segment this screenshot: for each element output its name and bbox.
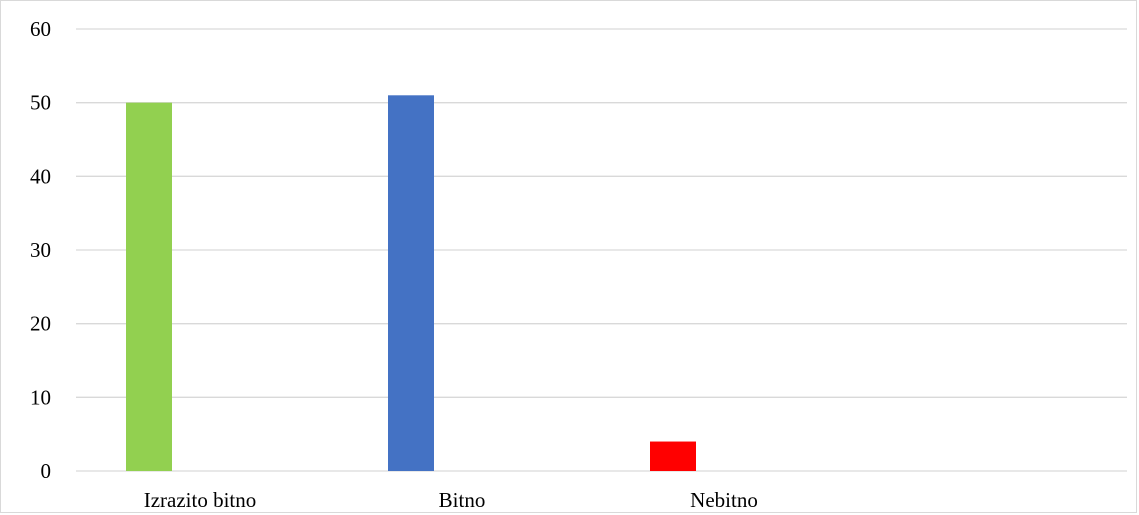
y-tick-label: 0 [41,459,52,483]
x-category-label: Izrazito bitno [144,488,257,512]
y-tick-label: 40 [30,164,51,188]
gridlines [76,29,1127,471]
x-category-label: Nebitno [690,488,758,512]
y-tick-label: 10 [30,385,51,409]
y-tick-label: 50 [30,91,51,115]
x-category-label: Bitno [439,488,486,512]
y-tick-label: 60 [30,17,51,41]
bar-izrazito-bitno [126,103,172,471]
bars [126,95,696,471]
bar-nebitno [650,442,696,471]
y-tick-label: 30 [30,238,51,262]
bar-bitno [388,95,434,471]
x-axis-category-labels: Izrazito bitno Bitno Nebitno [144,488,758,512]
y-tick-label: 20 [30,312,51,336]
y-axis-tick-labels: 0 10 20 30 40 50 60 [30,17,51,483]
